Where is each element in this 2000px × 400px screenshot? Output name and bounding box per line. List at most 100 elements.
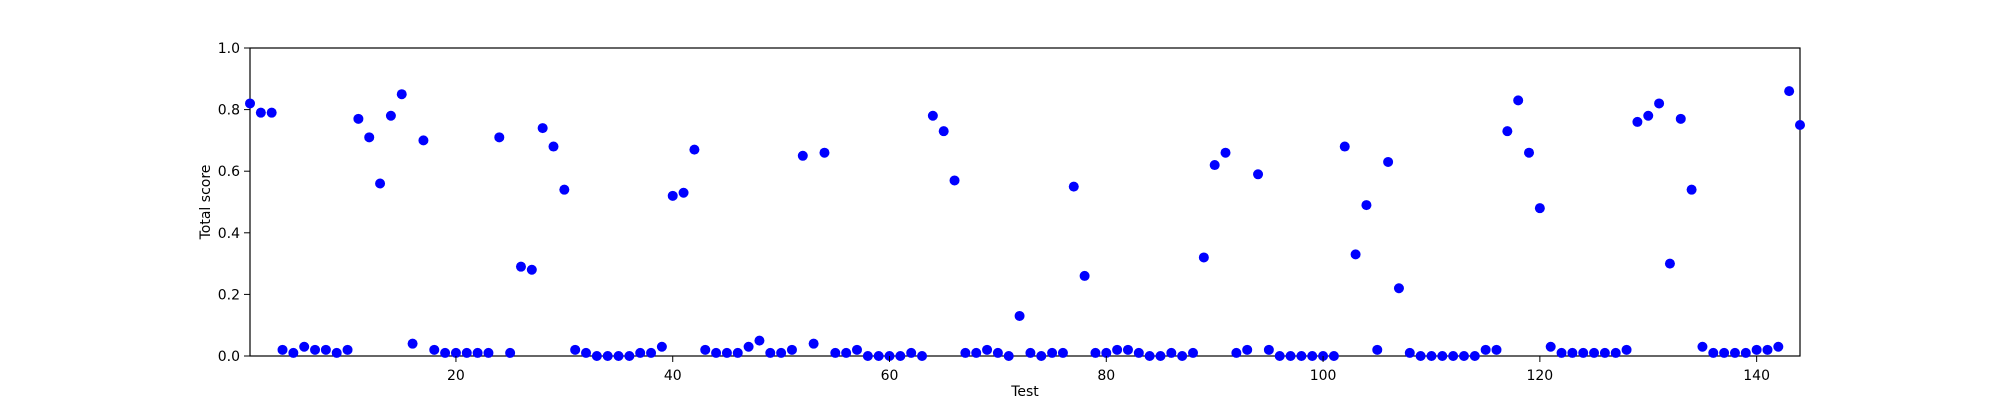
- data-point: [483, 347, 494, 358]
- data-point: [1469, 351, 1480, 361]
- x-tick-label: 60: [881, 368, 899, 384]
- data-point: [1361, 200, 1372, 211]
- data-point: [797, 150, 808, 161]
- data-point: [505, 347, 516, 358]
- data-point: [700, 344, 711, 355]
- data-point: [1188, 347, 1199, 358]
- x-tick-label: 140: [1743, 368, 1770, 384]
- data-point: [971, 347, 982, 358]
- data-point: [830, 347, 841, 358]
- y-tick-label: 0.6: [218, 164, 240, 180]
- data-point: [537, 123, 548, 134]
- data-point: [1166, 347, 1177, 358]
- data-point: [1458, 351, 1469, 361]
- data-point: [494, 132, 505, 143]
- data-point: [450, 347, 461, 358]
- data-point: [1664, 258, 1675, 269]
- data-point: [581, 347, 592, 358]
- data-point: [895, 351, 906, 361]
- data-point: [624, 351, 635, 361]
- data-point: [548, 141, 559, 152]
- data-point: [1231, 347, 1242, 358]
- data-point: [1697, 341, 1708, 352]
- data-point: [1339, 141, 1350, 152]
- data-point: [667, 190, 678, 201]
- data-point: [1480, 344, 1491, 355]
- data-point: [1025, 347, 1036, 358]
- data-point: [1209, 160, 1220, 171]
- data-point: [1285, 351, 1296, 361]
- data-point: [1589, 347, 1600, 358]
- y-tick-label: 0.0: [218, 349, 240, 365]
- data-point: [1632, 116, 1643, 127]
- data-point: [1036, 351, 1047, 361]
- data-point: [385, 110, 396, 121]
- data-point: [754, 335, 765, 346]
- data-point: [1372, 344, 1383, 355]
- y-tick-label: 0.2: [218, 287, 240, 303]
- data-point: [689, 144, 700, 155]
- data-point: [407, 338, 418, 349]
- data-point: [1079, 270, 1090, 281]
- data-point: [678, 187, 689, 198]
- x-tick-label: 20: [447, 368, 465, 384]
- data-point: [1328, 351, 1339, 361]
- data-point: [613, 351, 624, 361]
- plot-frame: [249, 47, 1801, 357]
- data-point: [949, 175, 960, 186]
- data-point: [1437, 351, 1448, 361]
- y-axis-label: Total score: [198, 165, 214, 241]
- data-point: [1599, 347, 1610, 358]
- data-point: [1198, 252, 1209, 263]
- data-point: [1133, 347, 1144, 358]
- data-point: [602, 351, 613, 361]
- data-point: [1534, 203, 1545, 214]
- data-point: [1502, 126, 1513, 137]
- data-point: [1426, 351, 1437, 361]
- data-point: [635, 347, 646, 358]
- data-point: [1177, 351, 1188, 361]
- data-point: [1719, 347, 1730, 358]
- data-points: [245, 86, 1805, 361]
- data-point: [1643, 110, 1654, 121]
- data-point: [1556, 347, 1567, 358]
- data-point: [1155, 351, 1166, 361]
- data-point: [906, 347, 917, 358]
- data-point: [1448, 351, 1459, 361]
- data-point: [1524, 147, 1535, 158]
- data-point: [1263, 344, 1274, 355]
- data-point: [1686, 184, 1697, 195]
- data-point: [1404, 347, 1415, 358]
- x-axis-label: Test: [1010, 384, 1039, 400]
- data-point: [927, 110, 938, 121]
- data-point: [1242, 344, 1253, 355]
- data-point: [255, 107, 266, 118]
- data-point: [841, 347, 852, 358]
- data-point: [342, 344, 353, 355]
- data-point: [938, 126, 949, 137]
- data-point: [786, 344, 797, 355]
- data-point: [1578, 347, 1589, 358]
- data-point: [1513, 95, 1524, 106]
- data-point: [1057, 347, 1068, 358]
- data-point: [1545, 341, 1556, 352]
- data-point: [1773, 341, 1784, 352]
- data-point: [1014, 310, 1025, 321]
- data-point: [429, 344, 440, 355]
- data-point: [353, 113, 364, 124]
- data-point: [1122, 344, 1133, 355]
- data-point: [776, 347, 787, 358]
- y-tick-label: 0.4: [218, 226, 240, 242]
- data-point: [1253, 169, 1264, 180]
- data-point: [1795, 120, 1805, 130]
- data-point: [1220, 147, 1231, 158]
- data-point: [1090, 347, 1101, 358]
- data-point: [873, 351, 884, 361]
- data-point: [1675, 113, 1686, 124]
- data-point: [299, 341, 310, 352]
- data-point: [1112, 344, 1123, 355]
- data-point: [711, 347, 722, 358]
- data-point: [364, 132, 375, 143]
- data-point: [570, 344, 581, 355]
- data-point: [1350, 249, 1361, 260]
